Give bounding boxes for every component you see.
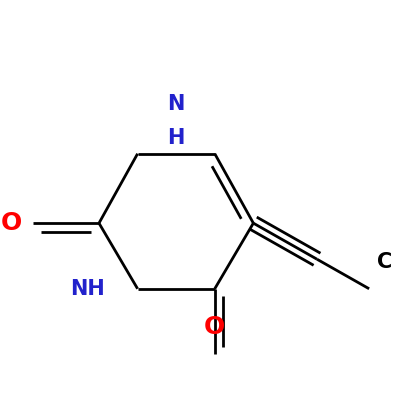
Text: H: H xyxy=(168,128,185,148)
Text: O: O xyxy=(0,211,22,235)
Text: NH: NH xyxy=(70,279,105,299)
Text: N: N xyxy=(168,94,185,114)
Text: C: C xyxy=(377,252,392,272)
Text: O: O xyxy=(204,315,225,339)
